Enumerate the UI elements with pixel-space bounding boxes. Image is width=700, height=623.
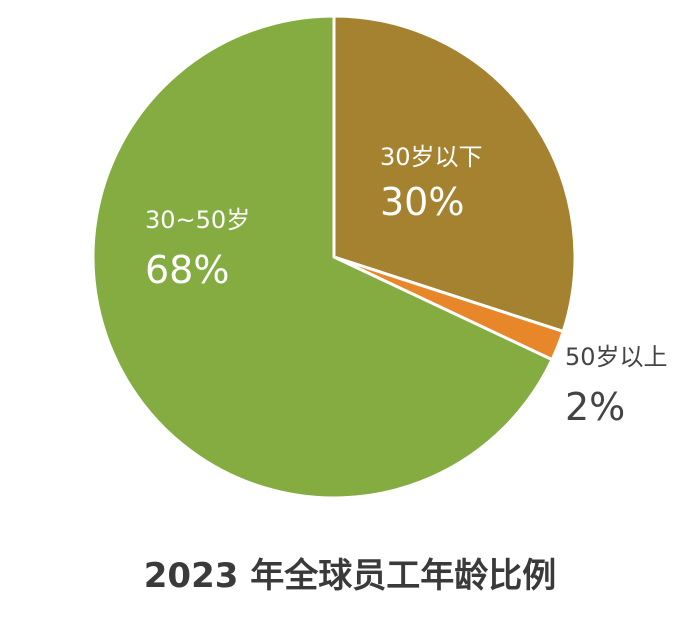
- slice-label-name: 30~50岁: [145, 206, 250, 234]
- slice-label-name: 30岁以下: [380, 143, 483, 171]
- slice-label-value: 68%: [145, 248, 229, 292]
- slice-label-value: 2%: [565, 385, 625, 429]
- slice-label-name: 50岁以上: [565, 343, 668, 371]
- slice-label-value: 30%: [380, 180, 464, 224]
- pie-slice-3: [91, 14, 554, 500]
- pie-slice-1: [332, 14, 577, 333]
- chart-title: 2023 年全球员工年龄比例: [143, 556, 557, 596]
